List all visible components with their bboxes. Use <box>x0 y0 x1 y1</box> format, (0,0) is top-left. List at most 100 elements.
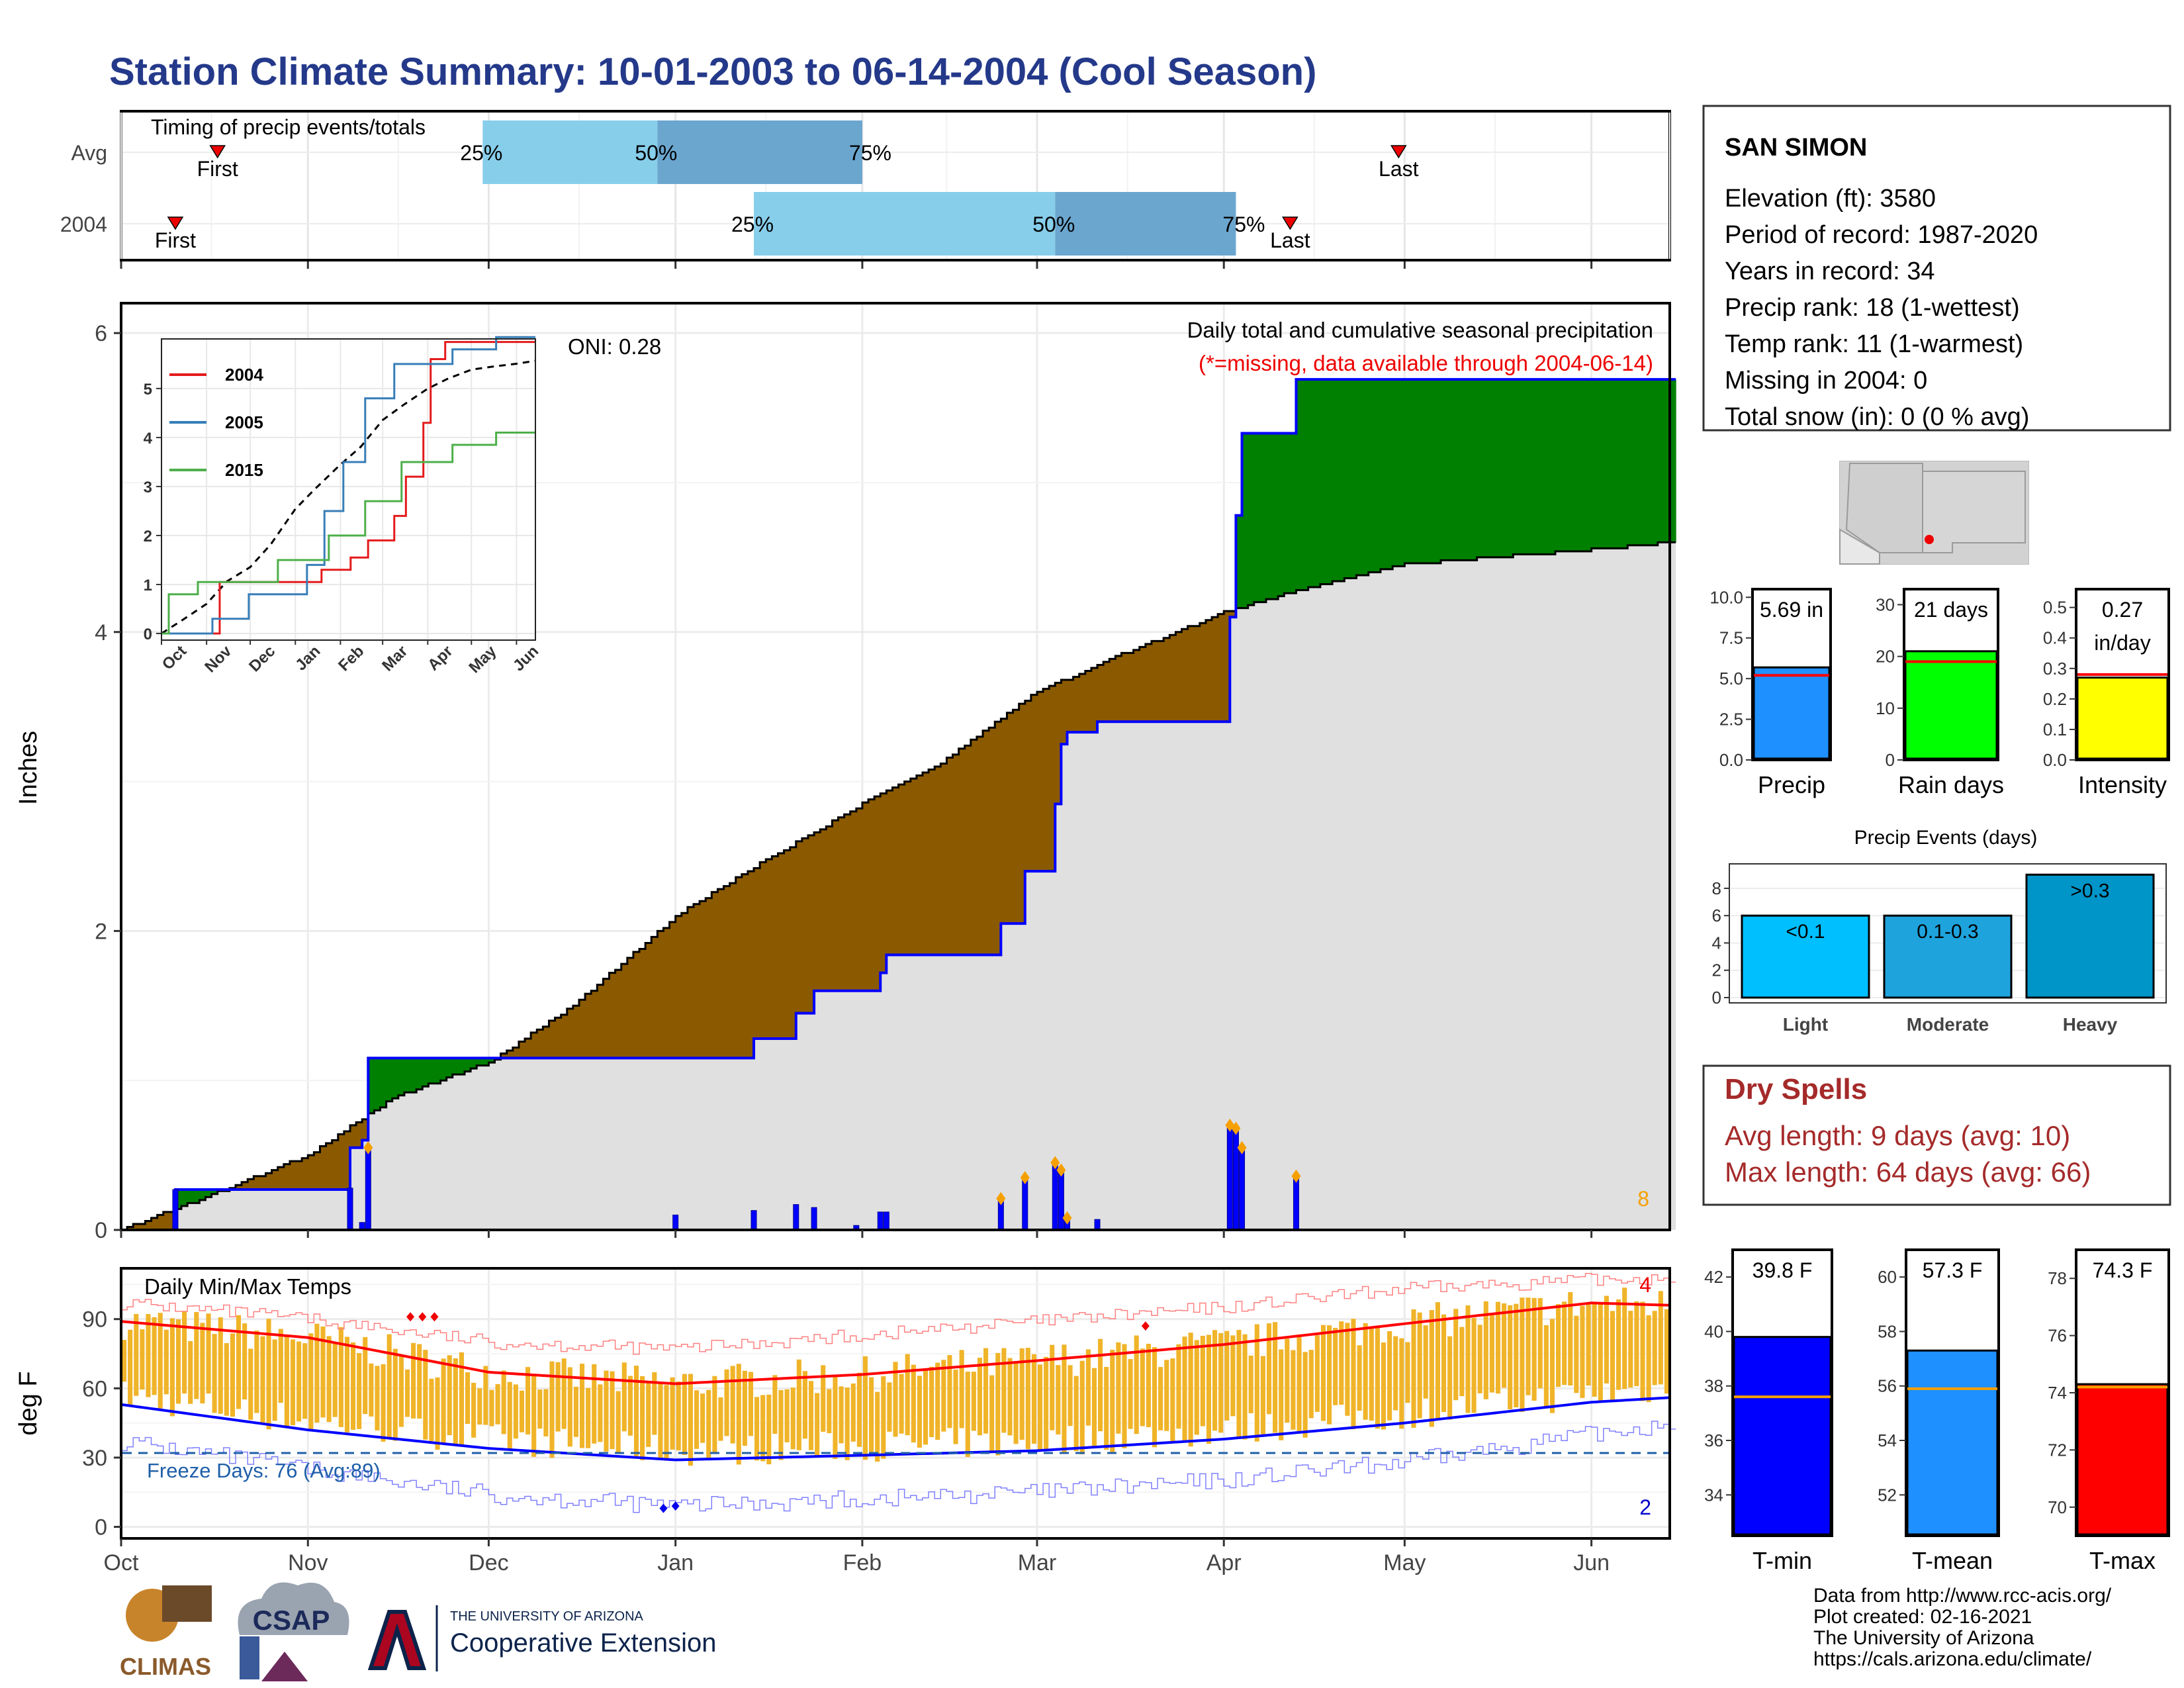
mini-tick-label-Intensity-3: 0.3 <box>2043 659 2067 679</box>
timing-marker-label-last-Avg: Last <box>1379 157 1419 181</box>
precip-deficit-segment <box>735 877 743 1058</box>
temp-daily-bar <box>152 1317 157 1395</box>
precip-surplus-segment <box>205 1190 212 1197</box>
precip-deficit-segment <box>1205 620 1212 722</box>
inset-background <box>161 339 535 640</box>
precip-daily-bar-10 <box>883 1211 889 1231</box>
temp-daily-bar <box>435 1377 440 1450</box>
precip-missing-note: (*=missing, data available through 2004-… <box>1199 351 1653 375</box>
precip-surplus-segment <box>1494 379 1502 557</box>
temp-daily-bar <box>308 1333 314 1430</box>
events-bar-label-Light: <0.1 <box>1786 921 1825 943</box>
map-new-mexico <box>1922 471 2026 553</box>
station-period: Period of record: 1987-2020 <box>1725 221 2038 249</box>
temp-daily-bar <box>1044 1356 1049 1450</box>
temp-daily-bar <box>236 1315 242 1409</box>
precip-deficit-segment <box>349 1125 357 1148</box>
temp-title: Daily Min/Max Temps <box>144 1274 351 1299</box>
inset-line-2015 <box>161 432 535 635</box>
precip-surplus-segment <box>440 1058 447 1081</box>
temp-daily-bar <box>1025 1348 1030 1450</box>
timing-bar-q25-q50-Avg <box>482 120 658 184</box>
precip-deficit-segment <box>796 841 803 1013</box>
mini-tick-label-Intensity-4: 0.4 <box>2043 628 2067 648</box>
temp-daily-bar <box>350 1342 356 1430</box>
temp-daily-bar <box>392 1348 398 1441</box>
map-mexico <box>1839 528 1880 565</box>
precip-deficit-segment <box>940 763 947 955</box>
precip-deficit-segment <box>1030 694 1038 872</box>
temp-daily-bar <box>1616 1299 1621 1390</box>
precip-daily-bar-0 <box>172 1189 179 1231</box>
temp-record-high-marker-3 <box>1141 1321 1150 1331</box>
precip-deficit-segment <box>308 1155 314 1190</box>
precip-deficit-segment <box>1139 647 1146 722</box>
temp-daily-bar <box>543 1389 549 1436</box>
temp-daily-bar <box>471 1382 477 1438</box>
precip-daily-bar-14 <box>1058 1170 1064 1231</box>
precip-deficit-segment <box>296 1161 302 1190</box>
month-x-axis: Oct Nov Dec Jan Feb Mar Apr May Jun <box>104 1230 1610 1575</box>
precip-deficit-segment <box>1151 641 1158 722</box>
precip-daily-bar-13 <box>1052 1162 1058 1231</box>
station-info-box: SAN SIMON Elevation (ft): 3580 Period of… <box>1702 105 2171 432</box>
temp-daily-bar <box>1019 1348 1024 1440</box>
precip-deficit-segment <box>525 1038 531 1058</box>
temp-daily-bar <box>1134 1335 1139 1434</box>
precip-surplus-segment <box>1531 379 1538 555</box>
precip-deficit-segment <box>820 829 827 991</box>
precip-deficit-segment <box>856 808 863 991</box>
precip-deficit-segment <box>1061 680 1068 745</box>
temp-daily-bar <box>652 1372 657 1435</box>
temp-daily-bar <box>1007 1358 1013 1436</box>
mini-tick-label-Intensity-1: 0.1 <box>2043 720 2067 739</box>
temp-daily-bar <box>844 1387 850 1460</box>
temp-daily-bar <box>398 1356 404 1427</box>
timing-bar-q50-q75-Avg <box>657 120 862 184</box>
precip-daily-marker-13 <box>1050 1156 1060 1170</box>
temp-daily-bar <box>610 1371 615 1450</box>
precip-surplus-segment <box>471 1058 477 1069</box>
temp-record-max-line <box>121 1273 1676 1355</box>
mini-bar-T-mean <box>1906 1349 1999 1536</box>
events-tick-label-0: 0 <box>1712 988 1721 1008</box>
mini-tick-label-T-mean-4: 60 <box>1878 1267 1897 1287</box>
mini-axis-label-T-mean: T-mean <box>1912 1547 1993 1574</box>
precip-surplus-segment <box>1639 379 1647 545</box>
temp-daily-bar <box>778 1389 784 1460</box>
precip-deficit-segment <box>1193 626 1201 722</box>
precip-deficit-segment <box>1145 643 1152 722</box>
temp-daily-bar <box>1194 1340 1199 1435</box>
precip-deficit-segment <box>603 978 610 1058</box>
temp-daily-bar <box>821 1365 826 1432</box>
precip-surplus-segment <box>1422 379 1430 563</box>
precip-deficit-segment <box>838 817 845 991</box>
mini-tick-label-T-max-2: 74 <box>2048 1383 2067 1403</box>
precip-surplus-segment <box>175 1190 182 1209</box>
temp-daily-bar <box>188 1340 193 1404</box>
temp-daily-bar <box>489 1389 494 1427</box>
precip-deficit-segment <box>332 1140 339 1190</box>
precip-surplus-segment <box>1447 379 1453 561</box>
temp-daily-bar <box>453 1358 458 1444</box>
precip-deficit-segment <box>567 1008 574 1058</box>
temp-daily-bar <box>1320 1325 1326 1421</box>
precip-surplus-segment <box>1284 433 1291 594</box>
temp-daily-bar <box>766 1394 772 1465</box>
precip-y-label: Inches <box>15 731 42 805</box>
temp-daily-bar <box>1441 1314 1447 1413</box>
precip-surplus-segment <box>1374 379 1381 573</box>
precip-surplus-segment <box>380 1058 387 1107</box>
temp-daily-bar <box>592 1364 597 1444</box>
temp-panel: 0 30 60 90 Oct Nov Dec Jan Feb Mar Apr May Jun deg … <box>15 1230 1676 1575</box>
mini-tick-label-T-mean-2: 56 <box>1878 1376 1897 1396</box>
timing-bar-q50-q75-2004 <box>1055 192 1236 256</box>
precip-surplus-segment <box>1633 379 1641 545</box>
events-tick-label-8: 8 <box>1712 878 1721 898</box>
timing-panel: 25% 50% 75% First Last 25% 50% 75% First Last Tim… <box>60 110 1671 261</box>
timing-marker-last-Avg <box>1390 145 1407 159</box>
temp-daily-bar <box>260 1336 265 1425</box>
timing-title: Timing of precip events/totals <box>151 115 426 139</box>
inset-lines <box>161 336 536 635</box>
